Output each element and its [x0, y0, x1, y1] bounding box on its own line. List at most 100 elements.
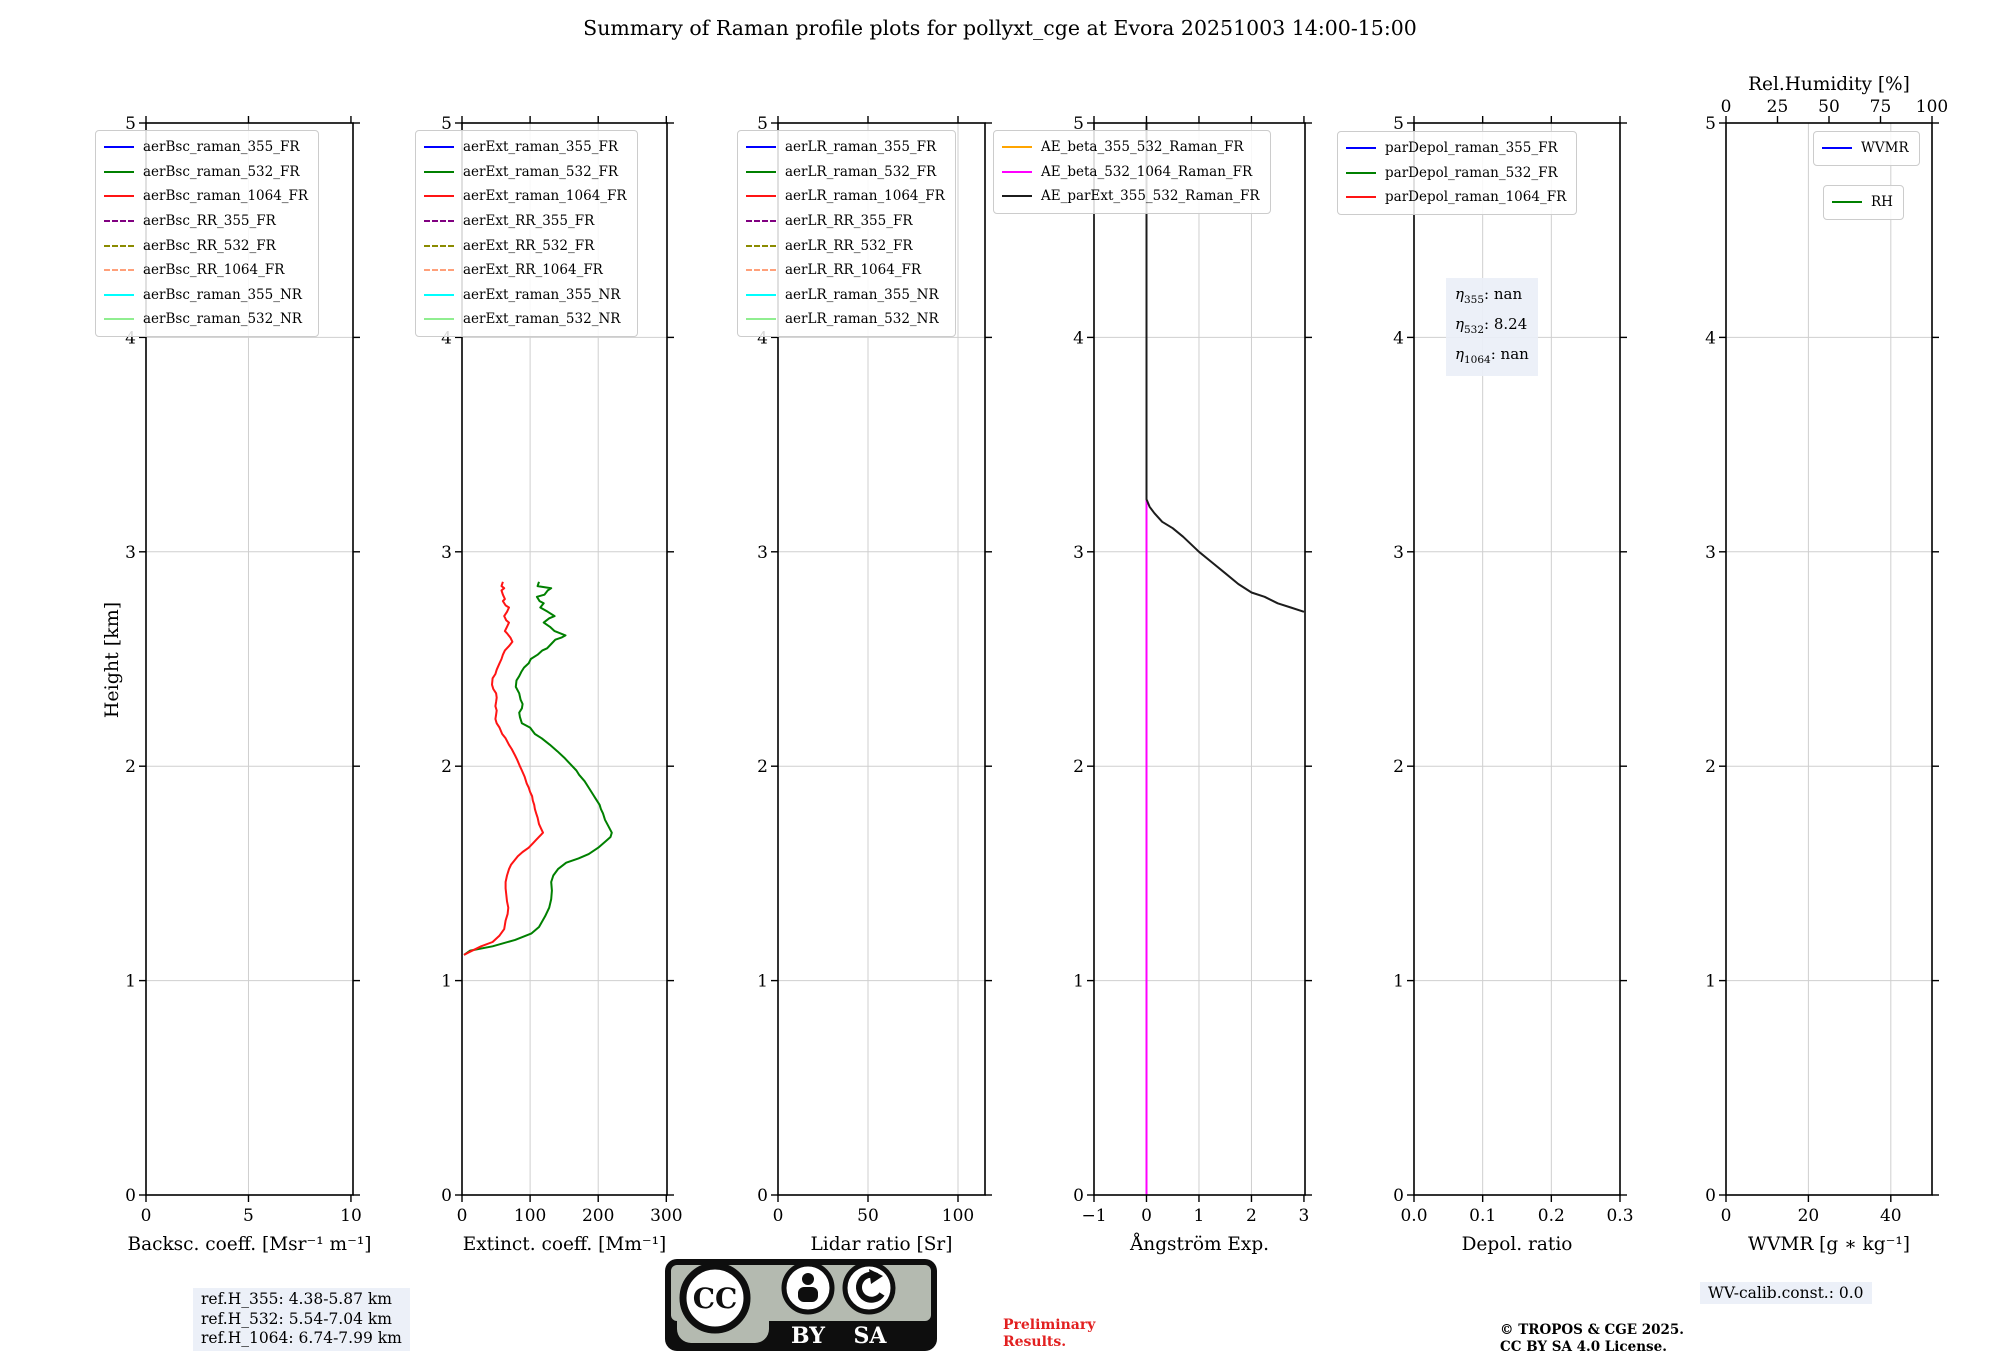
legend-label: WVMR [1861, 140, 1909, 157]
top-xtick-label: 75 [1870, 97, 1892, 117]
xlabel-angstrom: Ångström Exp. [1129, 1233, 1269, 1255]
legend-line-sample [1002, 146, 1032, 149]
legend-label: aerExt_RR_355_FR [463, 213, 595, 230]
legend-line-sample [746, 220, 776, 223]
top-xtick-label: 25 [1767, 97, 1789, 117]
legend-label: aerExt_RR_532_FR [463, 237, 595, 254]
ytick-label: 2 [757, 757, 768, 777]
ytick-label: 1 [1393, 972, 1404, 992]
legend-line-sample [104, 318, 134, 321]
ytick-label: 3 [125, 543, 136, 563]
legend-label: aerLR_raman_355_FR [785, 139, 937, 156]
top-xtick-label: 0 [1721, 97, 1732, 117]
legend-item: RH [1832, 190, 1893, 215]
legend-line-sample [424, 220, 454, 223]
legend-label: aerBsc_RR_355_FR [143, 213, 276, 230]
legend-item: aerLR_RR_1064_FR [746, 258, 945, 283]
top-xtick-label: 50 [1818, 97, 1840, 117]
legend-label: aerBsc_RR_532_FR [143, 237, 276, 254]
ytick-label: 1 [757, 972, 768, 992]
eta-annotation: η355: nan η532: 8.24 η1064: nan [1446, 278, 1538, 376]
legend-label: aerExt_RR_1064_FR [463, 262, 603, 279]
xlabel-depol: Depol. ratio [1462, 1234, 1573, 1255]
series-aerExt_raman_1064_FR [463, 581, 544, 956]
legend-item: aerBsc_RR_1064_FR [104, 258, 308, 283]
ytick-label: 0 [441, 1186, 452, 1206]
xtick-label: 0 [1721, 1206, 1732, 1226]
ytick-label: 3 [441, 543, 452, 563]
ytick-label: 5 [1705, 114, 1716, 134]
legend-item: aerBsc_RR_355_FR [104, 209, 308, 234]
xtick-label: 0.1 [1469, 1206, 1496, 1226]
xtick-label: 1 [1194, 1206, 1205, 1226]
ytick-label: 0 [125, 1186, 136, 1206]
legend-line-sample [104, 293, 134, 296]
legend-label: aerLR_raman_355_NR [785, 286, 939, 303]
eta-1064: η1064: nan [1455, 345, 1529, 366]
legend-line-sample [1346, 171, 1376, 174]
ytick-label: 5 [1073, 114, 1084, 134]
ytick-label: 5 [441, 114, 452, 134]
legend-item: aerLR_raman_355_FR [746, 135, 945, 160]
legend-label: aerLR_RR_532_FR [785, 237, 913, 254]
legend-line-sample [424, 318, 454, 321]
legend-line-sample [424, 195, 454, 198]
legend-angstrom: AE_beta_355_532_Raman_FR AE_beta_532_1064… [993, 130, 1271, 214]
ytick-label: 3 [1073, 543, 1084, 563]
legend-line-sample [1346, 147, 1376, 150]
xtick-label: 200 [582, 1206, 614, 1226]
legend-line-sample [104, 170, 134, 173]
cc-by-sa-badge: CC BY SA [665, 1259, 937, 1351]
legend-item: AE_parExt_355_532_Raman_FR [1002, 184, 1260, 209]
ytick-label: 2 [1393, 757, 1404, 777]
xtick-label: −1 [1081, 1206, 1106, 1226]
legend-label: aerLR_raman_532_FR [785, 163, 937, 180]
xtick-label: 0.0 [1400, 1206, 1427, 1226]
ytick-label: 0 [1393, 1186, 1404, 1206]
xtick-label: 0 [457, 1206, 468, 1226]
legend-label: aerBsc_RR_1064_FR [143, 262, 285, 279]
legend-item: aerBsc_raman_355_NR [104, 283, 308, 308]
legend-label: aerBsc_raman_355_FR [143, 139, 300, 156]
legend-extinction: aerExt_raman_355_FR aerExt_raman_532_FR ae… [415, 130, 638, 337]
cc-by-label: BY [791, 1323, 825, 1349]
legend-backscatter: aerBsc_raman_355_FR aerBsc_raman_532_FR ae… [95, 130, 320, 337]
legend-item: aerBsc_RR_532_FR [104, 233, 308, 258]
legend-label: AE_beta_532_1064_Raman_FR [1041, 163, 1253, 180]
xtick-label: 0 [773, 1206, 784, 1226]
legend-line-sample [104, 195, 134, 198]
cc-sa-label: SA [854, 1323, 888, 1349]
ytick-label: 3 [1393, 543, 1404, 563]
xtick-label: 0.2 [1538, 1206, 1565, 1226]
ytick-label: 1 [125, 972, 136, 992]
series-AE_parExt_355_532_Raman_FR [1145, 123, 1305, 613]
legend-label: aerLR_RR_355_FR [785, 213, 913, 230]
legend-item: aerExt_raman_532_FR [424, 160, 627, 185]
xtick-label: 40 [1880, 1206, 1902, 1226]
xtick-label: 5 [243, 1206, 254, 1226]
xtick-label: 0 [1141, 1206, 1152, 1226]
figure-title: Summary of Raman profile plots for polly… [583, 16, 1417, 40]
xtick-label: 2 [1246, 1206, 1257, 1226]
ytick-label: 5 [125, 114, 136, 134]
top-xtick-label: 100 [1916, 97, 1948, 117]
legend-line-sample [1002, 195, 1032, 198]
ytick-label: 0 [1073, 1186, 1084, 1206]
ytick-label: 1 [1705, 972, 1716, 992]
top-xlabel-wvmr: Rel.Humidity [%] [1748, 74, 1910, 95]
xlabel-extinction: Extinct. coeff. [Mm⁻¹] [463, 1234, 667, 1255]
xtick-label: 50 [857, 1206, 879, 1226]
legend-item: aerExt_RR_532_FR [424, 233, 627, 258]
ytick-label: 2 [1705, 757, 1716, 777]
ytick-label: 1 [1073, 972, 1084, 992]
legend-item: aerLR_raman_532_FR [746, 160, 945, 185]
legend-line-sample [746, 170, 776, 173]
legend-item: AE_beta_355_532_Raman_FR [1002, 135, 1260, 160]
legend-label: aerExt_raman_532_FR [463, 163, 618, 180]
eta-532: η532: 8.24 [1455, 315, 1528, 336]
legend-label: parDepol_raman_1064_FR [1385, 189, 1567, 206]
ytick-label: 4 [1073, 328, 1084, 348]
legend-item: aerExt_RR_1064_FR [424, 258, 627, 283]
legend-item: AE_beta_532_1064_Raman_FR [1002, 160, 1260, 185]
